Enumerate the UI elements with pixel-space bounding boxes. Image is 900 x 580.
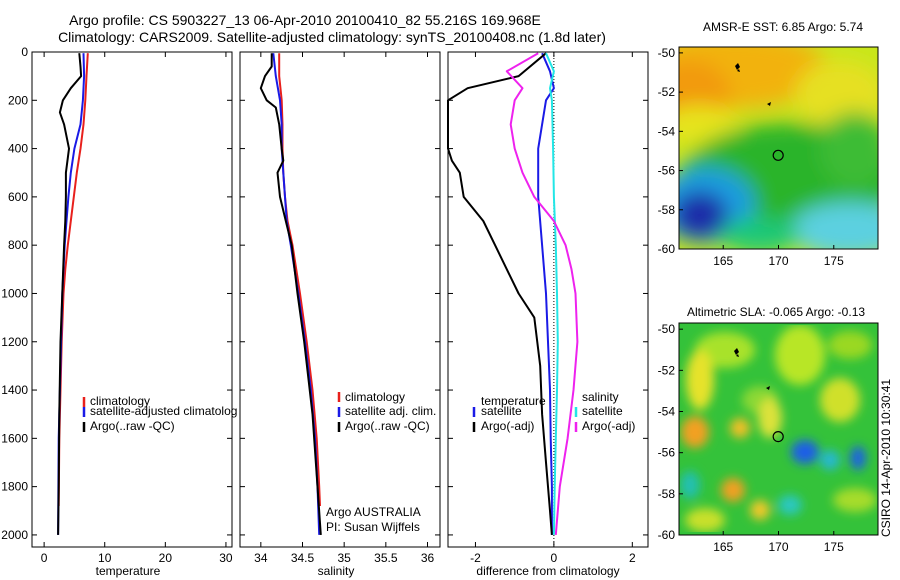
sla-map-panel: Altimetric SLA: -0.065 Argo: -0.13 [658, 305, 879, 554]
legend-label-temp-argo: Argo(-adj) [481, 419, 534, 433]
y-tick-label: 600 [8, 190, 28, 204]
sst-map-panel: AMSR-E SST: 6.85 Argo: 5.74 165 170 175 -50… [658, 20, 879, 268]
difference-panel: -2 0 2 difference from climatology tempera… [447, 51, 649, 578]
x-tick-label: 36 [421, 551, 435, 565]
difference-xlabel: difference from climatology [476, 564, 619, 578]
legend-label-argo: Argo(..raw -QC) [90, 419, 175, 433]
series-line-salinity-argo [505, 52, 579, 535]
figure-title-line2: Climatology: CARS2009. Satellite-adjuste… [58, 29, 606, 45]
y-tick-label: 1400 [1, 383, 28, 397]
sla-heatmap [679, 323, 878, 535]
salinity-axes-box [239, 51, 441, 548]
land-marker-icon [767, 102, 771, 106]
map-x-tick-label: 175 [824, 254, 844, 268]
x-tick-label: 0 [551, 551, 558, 565]
legend-label-climatology: climatology [90, 394, 150, 408]
figure-title-line1: Argo profile: CS 5903227_13 06-Apr-2010 … [69, 12, 541, 28]
x-tick-label: 35.5 [374, 551, 398, 565]
y-tick-label: 1000 [1, 286, 28, 300]
map-x-tick-label: 170 [768, 540, 788, 554]
x-tick-label: 2 [629, 551, 636, 565]
map-x-tick-label: 175 [824, 540, 844, 554]
x-tick-label: 35 [337, 551, 351, 565]
difference-legend: temperature satellite Argo(-adj) salinit… [472, 390, 635, 433]
series-line-argo [57, 53, 83, 535]
temperature-panel: 0 10 20 30 0 200 400 600 800 1000 1200 1400 1600 1800… [1, 45, 237, 578]
x-tick-label: 34.5 [291, 551, 315, 565]
map-y-tick-label: -56 [658, 164, 676, 178]
x-tick-label: 30 [219, 551, 233, 565]
legend-title-salinity: salinity [582, 390, 619, 404]
argo-float-location-icon [772, 149, 784, 161]
temperature-legend: climatology satellite-adjusted climatolo… [82, 394, 237, 433]
map-y-tick-label: -58 [658, 487, 676, 501]
map-x-tick-label: 165 [713, 540, 733, 554]
x-tick-label: 0 [41, 551, 48, 565]
legend-label-sal-argo: Argo(-adj) [582, 419, 635, 433]
land-marker-icon [735, 63, 740, 72]
map-y-tick-label: -60 [658, 242, 676, 256]
y-tick-label: 1200 [1, 335, 28, 349]
map-y-tick-label: -50 [658, 322, 676, 336]
sst-map-ticks: 165 170 175 -50 -52 -54 -56 -58 -60 [658, 46, 844, 268]
y-tick-label: 800 [8, 238, 28, 252]
float-pi-annotation: PI: Susan Wijffels [326, 520, 420, 534]
y-tick-label: 1800 [1, 480, 28, 494]
argo-float-location-icon [772, 431, 784, 443]
legend-label-sal-satellite: satellite [582, 404, 623, 418]
salinity-lines [259, 53, 322, 535]
legend-label-temp-satellite: satellite [481, 404, 522, 418]
legend-label-satellite: satellite adj. clim. [345, 404, 436, 418]
map-y-tick-label: -56 [658, 446, 676, 460]
salinity-ticks: 34 34.5 35 35.5 36 [240, 51, 440, 565]
difference-lines [447, 52, 579, 535]
map-y-tick-label: -60 [658, 528, 676, 542]
x-tick-label: 20 [159, 551, 173, 565]
series-line-salinity-satellite [545, 52, 559, 535]
sla-map-ticks: 165 170 175 -50 -52 -54 -56 -58 -60 [658, 322, 844, 554]
legend-label-argo: Argo(..raw -QC) [345, 419, 430, 433]
y-tick-label: 200 [8, 93, 28, 107]
float-owner-annotation: Argo AUSTRALIA [326, 505, 421, 519]
map-y-tick-label: -52 [658, 85, 676, 99]
series-line-temperature-argo [447, 52, 553, 535]
map-x-tick-label: 165 [713, 254, 733, 268]
salinity-xlabel: salinity [318, 564, 355, 578]
map-y-tick-label: -50 [658, 46, 676, 60]
y-tick-label: 2000 [1, 528, 28, 542]
temperature-axes-box [31, 51, 233, 548]
temperature-ticks: 0 10 20 30 0 200 400 600 800 1000 1200 1400 1600 1800… [1, 45, 233, 565]
x-tick-label: 10 [98, 551, 112, 565]
land-marker-icon [766, 386, 770, 390]
difference-axes-box [447, 51, 649, 548]
map-y-tick-label: -54 [658, 124, 676, 138]
salinity-legend: climatology satellite adj. clim. Argo(..… [337, 390, 436, 433]
sst-map-title: AMSR-E SST: 6.85 Argo: 5.74 [703, 20, 863, 34]
map-y-tick-label: -54 [658, 405, 676, 419]
legend-label-climatology: climatology [345, 390, 405, 404]
temperature-xlabel: temperature [96, 564, 161, 578]
land-marker-icon [734, 348, 739, 357]
salinity-panel: 34 34.5 35 35.5 36 salinity climatology sate… [239, 51, 441, 578]
series-line-temperature-satellite [537, 52, 555, 535]
legend-label-satellite: satellite-adjusted climatolog [90, 404, 237, 418]
sst-heatmap [679, 47, 878, 249]
temperature-lines [57, 53, 89, 535]
map-x-tick-label: 170 [768, 254, 788, 268]
legend-title-temperature: temperature [481, 394, 546, 408]
x-tick-label: 34 [254, 551, 268, 565]
sla-map-title: Altimetric SLA: -0.065 Argo: -0.13 [687, 305, 865, 319]
x-tick-label: -2 [470, 551, 481, 565]
series-line-argo [259, 53, 322, 535]
y-tick-label: 400 [8, 142, 28, 156]
y-tick-label: 0 [21, 45, 28, 59]
map-y-tick-label: -58 [658, 203, 676, 217]
y-tick-label: 1600 [1, 431, 28, 445]
map-y-tick-label: -52 [658, 363, 676, 377]
timestamp-footer: CSIRO 14-Apr-2010 10:30:41 [879, 379, 893, 537]
